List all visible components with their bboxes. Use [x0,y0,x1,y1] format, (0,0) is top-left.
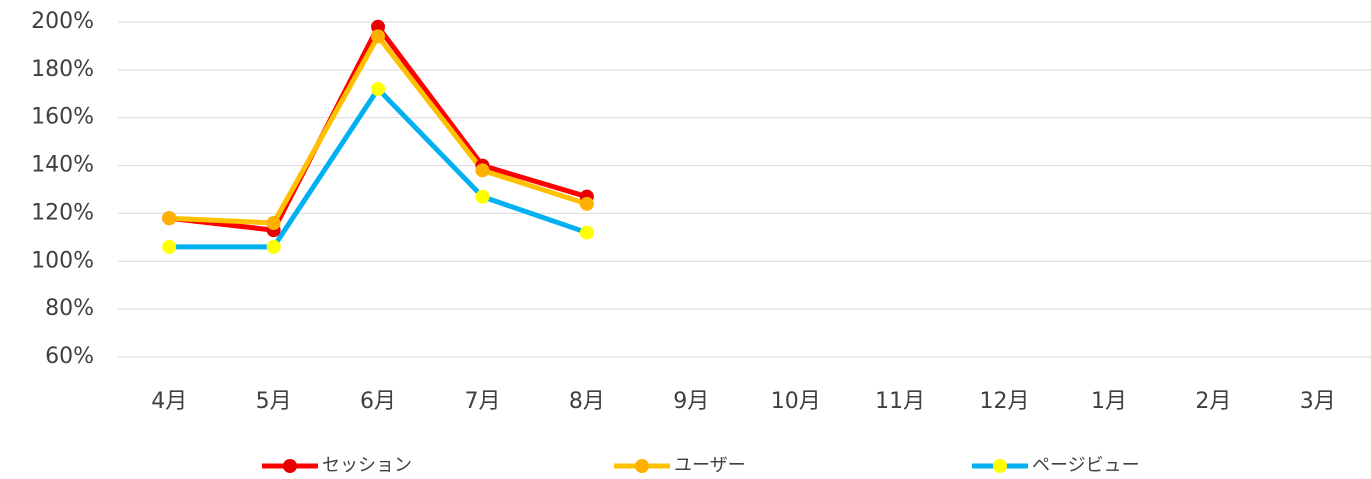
series-line [168,24,588,233]
x-tick-label: 1月 [1091,389,1127,414]
x-tick-label: 8月 [569,389,605,414]
x-tick-label: 12月 [980,389,1030,414]
y-tick-label: 80% [45,296,94,321]
data-point [266,239,281,254]
data-point [371,29,386,44]
data-point [162,211,177,226]
data-point [475,189,490,204]
x-tick-label: 10月 [771,389,821,414]
y-tick-label: 180% [31,57,94,82]
legend-label: ユーザー [674,455,746,476]
legend-marker [635,459,649,473]
y-tick-label: 140% [31,153,94,178]
x-tick-label: 4月 [151,389,187,414]
series-line [169,33,588,226]
data-point [266,216,281,230]
legend-marker [993,459,1007,473]
x-tick-label: 6月 [360,389,396,414]
x-tick-label: 11月 [875,389,925,414]
x-tick-label: 2月 [1195,389,1231,414]
y-tick-label: 60% [45,344,94,369]
legend-label: ページビュー [1032,455,1140,476]
data-point [162,239,177,254]
y-tick-label: 200% [31,9,94,34]
data-point [579,225,594,240]
legend-marker [283,459,297,473]
x-tick-label: 7月 [464,389,500,414]
data-point [371,82,386,96]
x-tick-label: 3月 [1300,389,1336,414]
y-tick-label: 120% [31,200,94,225]
x-tick-label: 5月 [256,389,292,414]
y-tick-label: 100% [31,248,94,273]
data-point [371,19,386,34]
data-point [475,163,490,178]
x-tick-label: 9月 [673,389,709,414]
legend-label: セッション [322,455,412,476]
data-point [579,196,594,211]
y-tick-label: 160% [31,105,94,130]
